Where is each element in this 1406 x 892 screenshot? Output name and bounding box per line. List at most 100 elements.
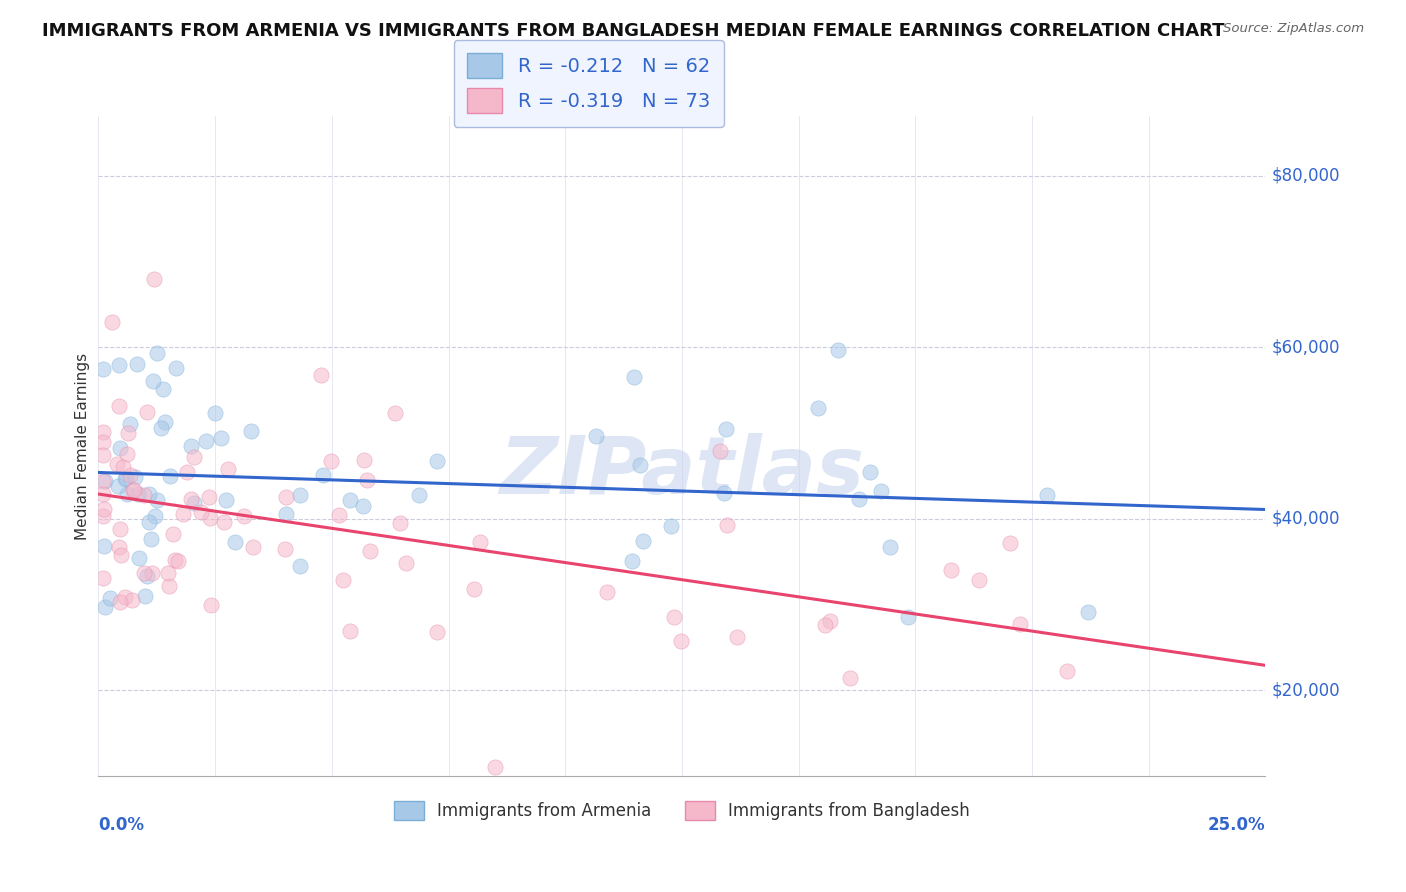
Point: [212, 515, 235, 529]
Point: [143, 272, 166, 286]
Point: [274, 542, 297, 557]
Point: [426, 454, 449, 468]
Point: [195, 434, 218, 448]
Point: [136, 405, 159, 419]
Point: [167, 554, 190, 568]
Point: [190, 505, 212, 519]
Point: [240, 425, 263, 439]
Point: [93, 539, 115, 553]
Point: [998, 535, 1021, 549]
Point: [91, 487, 114, 501]
Point: [125, 357, 148, 371]
Point: [114, 471, 136, 485]
Point: [628, 458, 651, 473]
Point: [91, 361, 114, 376]
Point: [128, 551, 150, 566]
Text: IMMIGRANTS FROM ARMENIA VS IMMIGRANTS FROM BANGLADESH MEDIAN FEMALE EARNINGS COR: IMMIGRANTS FROM ARMENIA VS IMMIGRANTS FR…: [42, 22, 1225, 40]
Point: [312, 468, 335, 483]
Point: [108, 522, 131, 536]
Point: [93, 501, 115, 516]
Point: [115, 447, 138, 461]
Point: [165, 553, 187, 567]
Point: [214, 492, 236, 507]
Text: Source: ZipAtlas.com: Source: ZipAtlas.com: [1223, 22, 1364, 36]
Point: [897, 610, 920, 624]
Point: [114, 472, 136, 486]
Point: [1008, 616, 1031, 631]
Point: [1035, 488, 1057, 502]
Point: [183, 496, 205, 510]
Point: [839, 671, 862, 685]
Point: [408, 488, 430, 502]
Point: [94, 474, 117, 488]
Point: [463, 582, 485, 596]
Point: [200, 598, 222, 612]
Legend: Immigrants from Armenia, Immigrants from Bangladesh: Immigrants from Armenia, Immigrants from…: [387, 795, 977, 827]
Point: [827, 343, 849, 357]
Text: $20,000: $20,000: [1271, 681, 1340, 699]
Point: [93, 571, 115, 585]
Point: [209, 431, 232, 445]
Point: [713, 486, 735, 500]
Point: [352, 499, 374, 513]
Point: [120, 417, 142, 432]
Point: [132, 488, 155, 502]
Point: [859, 465, 882, 479]
Point: [276, 507, 298, 521]
Point: [152, 383, 174, 397]
Point: [288, 488, 311, 502]
Point: [1077, 605, 1099, 619]
Point: [204, 406, 226, 420]
Point: [596, 585, 619, 599]
Point: [115, 487, 138, 501]
Point: [848, 491, 870, 506]
Point: [389, 516, 412, 531]
Point: [319, 453, 342, 467]
Point: [814, 618, 837, 632]
Point: [156, 566, 179, 580]
Point: [623, 370, 645, 384]
Point: [138, 515, 160, 529]
Point: [135, 568, 157, 582]
Point: [141, 566, 163, 580]
Point: [93, 599, 115, 614]
Point: [664, 609, 686, 624]
Point: [659, 519, 682, 533]
Point: [105, 458, 128, 472]
Point: [356, 473, 378, 487]
Point: [714, 422, 737, 436]
Point: [621, 554, 644, 568]
Point: [111, 459, 134, 474]
Point: [114, 590, 136, 604]
Point: [232, 509, 254, 524]
Point: [120, 468, 142, 483]
Point: [91, 448, 114, 462]
Point: [157, 579, 180, 593]
Point: [585, 428, 607, 442]
Point: [149, 420, 172, 434]
Point: [134, 566, 156, 581]
Point: [941, 563, 963, 577]
Point: [353, 453, 375, 467]
Point: [359, 544, 381, 558]
Point: [91, 474, 114, 488]
Point: [91, 425, 114, 439]
Point: [180, 439, 202, 453]
Point: [142, 375, 165, 389]
Point: [159, 468, 181, 483]
Point: [165, 360, 187, 375]
Point: [709, 444, 731, 458]
Point: [879, 540, 901, 554]
Point: [633, 533, 655, 548]
Point: [290, 558, 312, 573]
Point: [117, 425, 139, 440]
Point: [328, 508, 350, 522]
Point: [143, 508, 166, 523]
Point: [180, 491, 202, 506]
Point: [309, 368, 332, 382]
Point: [145, 346, 167, 360]
Point: [217, 462, 239, 476]
Text: $80,000: $80,000: [1271, 167, 1340, 185]
Point: [394, 557, 416, 571]
Point: [101, 315, 124, 329]
